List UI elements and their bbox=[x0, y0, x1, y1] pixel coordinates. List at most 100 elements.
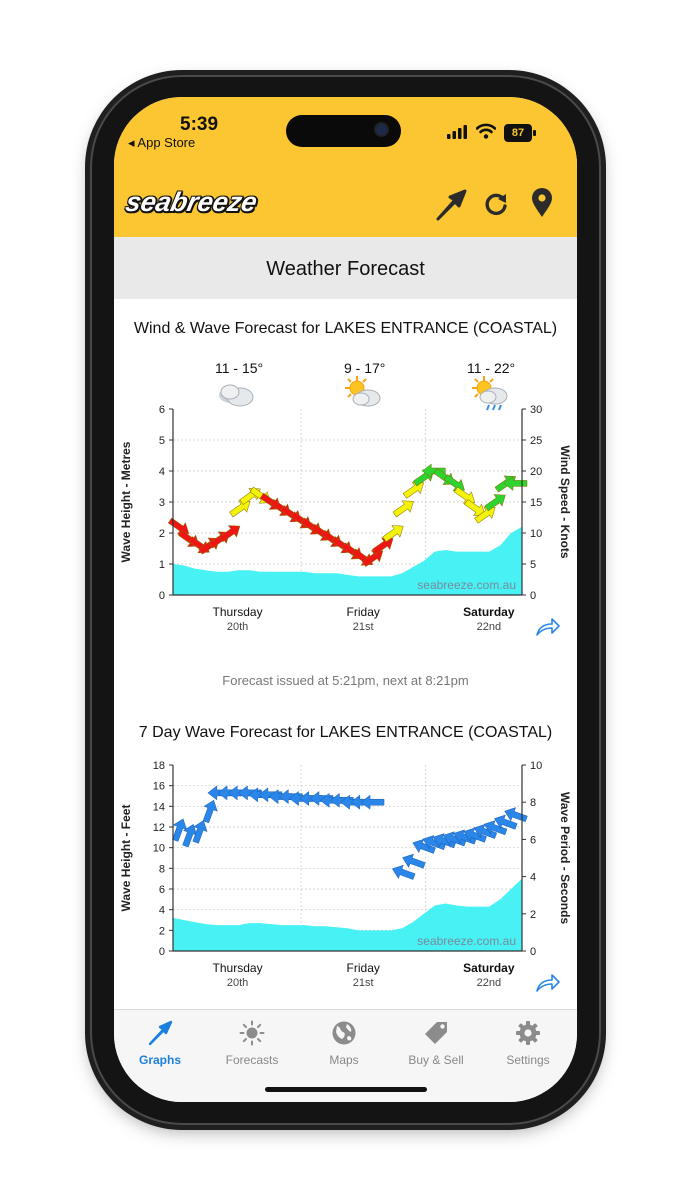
y-tick-label: 12 bbox=[153, 822, 165, 834]
day-3-temp: 11 - 22° bbox=[467, 360, 516, 376]
share-icon[interactable] bbox=[535, 973, 561, 993]
y2-tick-label: 30 bbox=[530, 404, 542, 416]
y2-tick-label: 10 bbox=[530, 528, 542, 540]
direction-arrow-icon[interactable] bbox=[432, 187, 468, 223]
y2-tick-label: 4 bbox=[530, 872, 536, 884]
volume-down-button bbox=[85, 420, 91, 500]
wind-arrow bbox=[474, 506, 496, 524]
y-axis-label: Wave Height - Metres bbox=[119, 441, 133, 562]
y-tick-label: 1 bbox=[159, 559, 165, 571]
wave-period-arrow bbox=[463, 827, 487, 843]
wind-arrow bbox=[402, 481, 425, 499]
y-tick-label: 18 bbox=[153, 760, 165, 772]
wind-wave-chart: Wave Height - Metres Wind Speed - Knots 0 1… bbox=[119, 404, 572, 633]
share-icon[interactable] bbox=[535, 617, 561, 637]
globe-icon bbox=[332, 1021, 356, 1045]
watermark: seabreeze.com.au bbox=[417, 578, 516, 592]
y2-tick-label: 10 bbox=[530, 760, 542, 772]
graphs-icon bbox=[148, 1020, 173, 1046]
back-to-app-store-link[interactable]: ◂ App Store bbox=[128, 135, 196, 150]
page-title-bar: Weather Forecast bbox=[114, 237, 577, 299]
wave-period-arrow bbox=[278, 789, 303, 805]
volume-up-button bbox=[85, 318, 91, 398]
tab-settings[interactable]: Settings bbox=[482, 1010, 574, 1080]
wind-arrow bbox=[218, 525, 241, 543]
y-tick-label: 14 bbox=[153, 801, 165, 813]
seabreeze-logo: seabreeze bbox=[122, 187, 260, 217]
x-date-label: 21st bbox=[353, 621, 374, 633]
tab-buy-sell[interactable]: Buy & Sell bbox=[390, 1010, 482, 1080]
y-tick-label: 2 bbox=[159, 925, 165, 937]
graphs-content: Wind & Wave Forecast for LAKES ENTRANCE … bbox=[114, 299, 577, 1009]
wind-arrow bbox=[382, 525, 404, 543]
tab-graphs[interactable]: Graphs bbox=[114, 1010, 206, 1080]
x-date-label: 22nd bbox=[477, 621, 501, 633]
y-tick-label: 6 bbox=[159, 404, 165, 416]
y-tick-label: 4 bbox=[159, 905, 165, 917]
y2-tick-label: 0 bbox=[530, 590, 536, 602]
y2-tick-label: 20 bbox=[530, 466, 542, 478]
refresh-icon[interactable] bbox=[484, 191, 510, 217]
y-tick-label: 0 bbox=[159, 590, 165, 602]
y-tick-label: 8 bbox=[159, 863, 165, 875]
partly-sunny-icon bbox=[345, 376, 381, 407]
y-tick-label: 6 bbox=[159, 884, 165, 896]
y2-tick-label: 15 bbox=[530, 497, 542, 509]
tab-label: Graphs bbox=[138, 1053, 181, 1067]
power-button bbox=[600, 345, 606, 470]
x-day-label: Saturday bbox=[463, 961, 515, 975]
cloudy-icon bbox=[219, 384, 254, 407]
y-tick-label: 5 bbox=[159, 435, 165, 447]
wave-period-arrow bbox=[192, 820, 208, 844]
wind-arrow bbox=[392, 500, 414, 518]
y2-axis-label: Wind Speed - Knots bbox=[558, 445, 572, 559]
x-date-label: 20th bbox=[227, 977, 248, 989]
tag-icon bbox=[425, 1022, 447, 1044]
wave-period-arrow bbox=[360, 794, 385, 810]
wave-period-arrow bbox=[329, 792, 354, 808]
sun-shower-icon bbox=[472, 376, 508, 411]
y-tick-label: 10 bbox=[153, 843, 165, 855]
wind-arrow bbox=[484, 494, 506, 512]
gear-icon bbox=[516, 1021, 540, 1045]
y-tick-label: 2 bbox=[159, 528, 165, 540]
x-date-label: 22nd bbox=[477, 977, 501, 989]
y2-tick-label: 8 bbox=[530, 797, 536, 809]
wave-period-arrow bbox=[392, 864, 416, 880]
wind-arrow bbox=[361, 550, 384, 567]
x-date-label: 21st bbox=[353, 977, 374, 989]
app-header: 5:39 ◂ App Store 87 seabreeze bbox=[114, 97, 577, 237]
tab-forecasts[interactable]: Forecasts bbox=[206, 1010, 298, 1080]
day-2-temp: 9 - 17° bbox=[344, 360, 386, 376]
silent-switch bbox=[85, 240, 91, 282]
x-day-label: Thursday bbox=[213, 605, 263, 619]
wave-period-arrow bbox=[309, 790, 334, 806]
y2-axis-label: Wave Period - Seconds bbox=[558, 792, 572, 925]
tab-label: Settings bbox=[506, 1053, 550, 1067]
seven-day-wave-chart: Wave Height - Feet Wave Period - Seconds 0… bbox=[119, 760, 572, 989]
wave-period-arrow bbox=[238, 785, 262, 801]
wind-arrow bbox=[421, 463, 446, 479]
tab-maps[interactable]: Maps bbox=[298, 1010, 390, 1080]
y-tick-label: 4 bbox=[159, 466, 165, 478]
y-axis-label: Wave Height - Feet bbox=[119, 805, 133, 912]
camera-icon bbox=[376, 124, 387, 135]
bottom-tab-bar: Graphs Forecasts Maps bbox=[114, 1009, 577, 1102]
status-time: 5:39 bbox=[180, 114, 219, 135]
y2-tick-label: 5 bbox=[530, 559, 536, 571]
tab-label: Forecasts bbox=[225, 1053, 279, 1067]
tab-label: Maps bbox=[329, 1053, 359, 1067]
y2-tick-label: 25 bbox=[530, 435, 542, 447]
x-day-label: Saturday bbox=[463, 605, 515, 619]
x-date-label: 20th bbox=[227, 621, 248, 633]
wave-chart-title: 7 Day Wave Forecast for LAKES ENTRANCE (… bbox=[138, 724, 553, 741]
signal-icon bbox=[447, 125, 467, 139]
wind-arrow bbox=[229, 500, 251, 518]
wave-period-arrow bbox=[182, 824, 198, 848]
wind-arrow bbox=[372, 537, 394, 555]
battery-indicator: 87 bbox=[504, 124, 536, 142]
tab-label: Buy & Sell bbox=[408, 1053, 464, 1067]
wave-period-arrow bbox=[402, 853, 426, 869]
y2-tick-label: 2 bbox=[530, 909, 536, 921]
location-pin-icon[interactable] bbox=[531, 188, 553, 218]
